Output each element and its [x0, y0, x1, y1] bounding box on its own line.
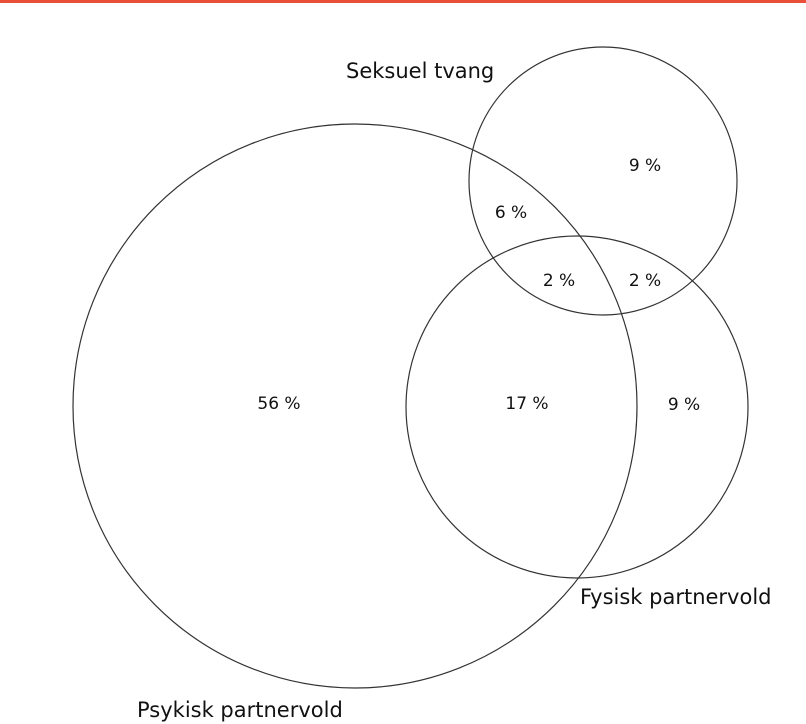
set-label: Psykisk partnervold	[137, 698, 343, 722]
circle-seksuel	[468, 46, 738, 316]
circle-fysisk	[405, 235, 749, 579]
set-label: Seksuel tvang	[346, 59, 494, 83]
region-label: 2 %	[629, 271, 661, 291]
top-rule	[0, 0, 806, 3]
region-label: 56 %	[257, 394, 300, 414]
region-label: 9 %	[668, 395, 700, 415]
region-label: 2 %	[543, 271, 575, 291]
circle-psykisk	[72, 123, 638, 689]
region-label: 9 %	[629, 156, 661, 176]
set-label: Fysisk partnervold	[580, 585, 772, 609]
region-label: 17 %	[505, 394, 548, 414]
region-label: 6 %	[495, 203, 527, 223]
